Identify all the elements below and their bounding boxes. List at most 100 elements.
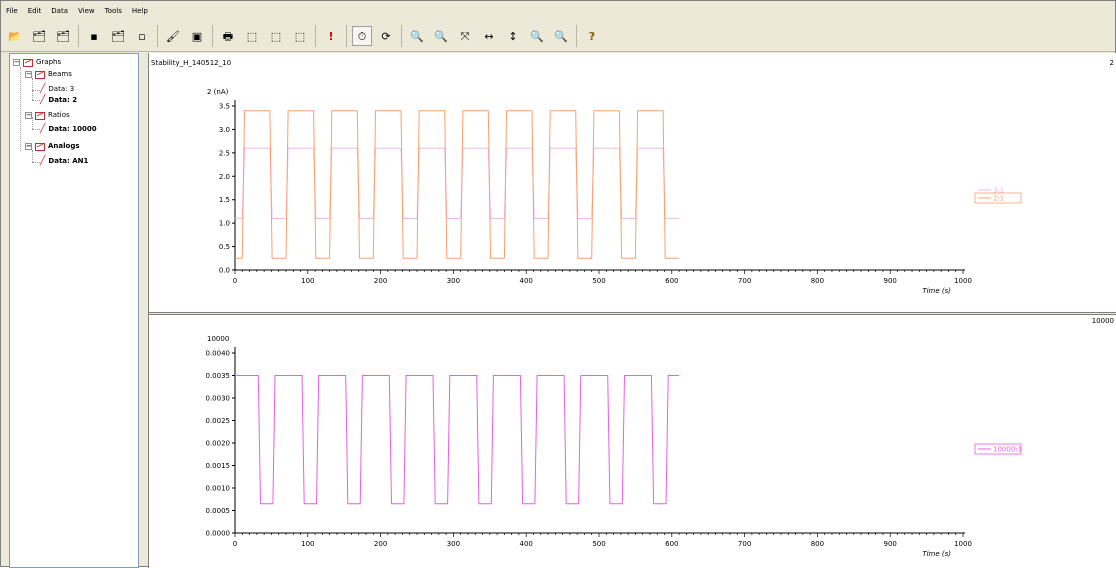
x-tick-label: 300 [447,540,460,548]
y-tick-label: 0.5 [219,243,230,251]
series-line [235,147,680,219]
x-tick-label: 800 [811,277,824,285]
x-tick-label: 1000 [954,540,972,548]
y-axis-label: 10000 [207,335,229,343]
x-tick-label: 1000 [954,277,972,285]
copy-graph-icon[interactable]: 🗂 [111,29,125,43]
save-as-icon[interactable]: 🗂 [56,29,70,43]
timer-icon[interactable]: ⏱ [352,26,372,46]
tree-node-ratios[interactable]: − Ratios [25,109,70,122]
legend-frame [974,192,1022,204]
toolbar: 📂 🗂 🗂 ▪ 🗂 ▫ 🖌 ▣ 🖶 ⬚ ⬚ ⬚! ⏱ ⟳ 🔍 🔍 ⤧ ↔ ↕ 🔍 🔍? [1,21,1115,52]
pen-icon: ╱ [40,95,46,105]
toolbar-separator [212,25,213,47]
toolbar-separator [346,25,347,47]
ratio-chart[interactable]: 100000.00000.00050.00100.00150.00200.002… [149,315,1116,567]
collapse-icon[interactable]: − [25,142,32,150]
y-tick-label: 0.0030 [206,395,231,403]
zoom-region-icon[interactable]: 🔍 [530,29,544,43]
series-line [235,110,680,259]
zoom-reset-icon[interactable]: 🔍 [554,29,568,43]
tree-label: Graphs [36,58,62,66]
menu-view[interactable]: View [78,7,95,15]
x-tick-label: 100 [301,277,314,285]
graph-splitter[interactable] [149,312,1116,315]
toolbar-separator [401,25,402,47]
collapse-icon[interactable]: − [13,58,20,66]
pen-icon: ╱ [40,156,46,166]
x-tick-label: 200 [374,277,387,285]
toolbar-separator [157,25,158,47]
graph-folder-icon [35,142,45,151]
graph-title: Stability_H_140512_10 [151,59,232,67]
zoom-horizontal-icon[interactable]: ↔ [484,29,494,43]
fit-icon[interactable]: ⤧ [460,29,470,43]
help-icon[interactable]: ? [588,29,596,43]
y-axis-label: 2 (nA) [207,88,229,96]
y-tick-label: 0.0015 [206,462,231,470]
legend: 10000:1 [974,443,1022,455]
series-line [235,375,680,505]
zoom-out-icon[interactable]: 🔍 [434,29,448,43]
zoom-vertical-icon[interactable]: ↕ [508,29,518,43]
x-tick-label: 400 [520,540,533,548]
x-tick-label: 200 [374,540,387,548]
x-tick-label: 800 [811,540,824,548]
pen-icon: ╱ [40,84,46,94]
collapse-icon[interactable]: − [25,70,32,78]
legend-label: 3:1 [993,187,1004,195]
graph-folder-icon [23,58,33,67]
legend-label: 2:1 [993,195,1004,203]
x-tick-label: 0 [233,540,237,548]
graph-id-top: 2 [1109,59,1114,67]
y-tick-label: 0.0035 [206,372,231,380]
toolbar-separator [315,25,316,47]
collapse-icon[interactable]: − [25,111,32,119]
save-graph-icon[interactable]: 🗂 [32,29,46,43]
tree-node-analogs[interactable]: − Analogs [25,140,80,153]
graph-folder-icon [35,111,45,120]
beams-chart[interactable]: 2 (nA) 0.0 0.5 1.0 1.5 2.0 2.5 3.0 3.5 0 100 200 300… [149,53,1116,311]
tree-label: Data: 2 [48,96,78,104]
x-tick-label: 600 [665,540,678,548]
zoom-in-icon[interactable]: 🔍 [410,29,424,43]
y-tick-label: 0.0 [219,267,230,275]
new-doc-icon[interactable]: ▪ [90,29,98,43]
refresh-icon[interactable]: ⟳ [381,29,391,43]
menu-help[interactable]: Help [131,7,148,15]
image-icon[interactable]: ▣ [191,29,203,43]
y-tick-label: 3.5 [219,103,230,111]
x-tick-label: 700 [738,277,751,285]
tree-item-analogs-data[interactable]: ╱ Data: AN1 [40,155,88,168]
tree-label: Data: 10000 [48,125,97,133]
y-tick-label: 0.0020 [206,440,231,448]
y-tick-label: 0.0005 [206,507,231,515]
menu-data[interactable]: Data [51,7,68,15]
tree-node-beams[interactable]: − Beams [25,68,72,81]
export-icon[interactable]: 🖌 [166,29,180,43]
edit-graph-icon[interactable]: ⬚ [270,29,282,43]
delete-graph-icon[interactable]: ⬚ [294,29,306,43]
x-tick-label: 100 [301,540,314,548]
pen-icon: ╱ [40,124,46,134]
legend: 3:12:1 [974,187,1022,204]
menu-edit[interactable]: Edit [27,7,42,15]
tree-item-beams-data-3[interactable]: ╱ Data: 3 [40,83,74,96]
x-axis-label: Time (s) [922,287,951,295]
add-graph-icon[interactable]: ⬚ [246,29,258,43]
tree-item-beams-data-2[interactable]: ╱ Data: 2 [40,94,77,107]
menu-file[interactable]: File [6,7,18,15]
y-tick-label: 1.5 [219,196,230,204]
x-tick-label: 900 [884,540,897,548]
graph-area: Stability_H_140512_10 2 10000 2 (nA) 0.0 0… [148,53,1116,568]
y-tick-label: 0.0010 [206,485,231,493]
tree-label: Ratios [48,111,70,119]
print-icon[interactable]: 🖶 [222,29,234,43]
tree-node-graphs[interactable]: − Graphs [13,56,61,69]
menu-tools[interactable]: Tools [104,7,122,15]
alert-icon[interactable]: ! [328,29,334,43]
paste-icon[interactable]: ▫ [138,29,146,43]
open-icon[interactable]: 📂 [8,29,22,43]
legend-label: 10000:1 [993,446,1022,454]
tree-item-ratios-data[interactable]: ╱ Data: 10000 [40,123,97,136]
